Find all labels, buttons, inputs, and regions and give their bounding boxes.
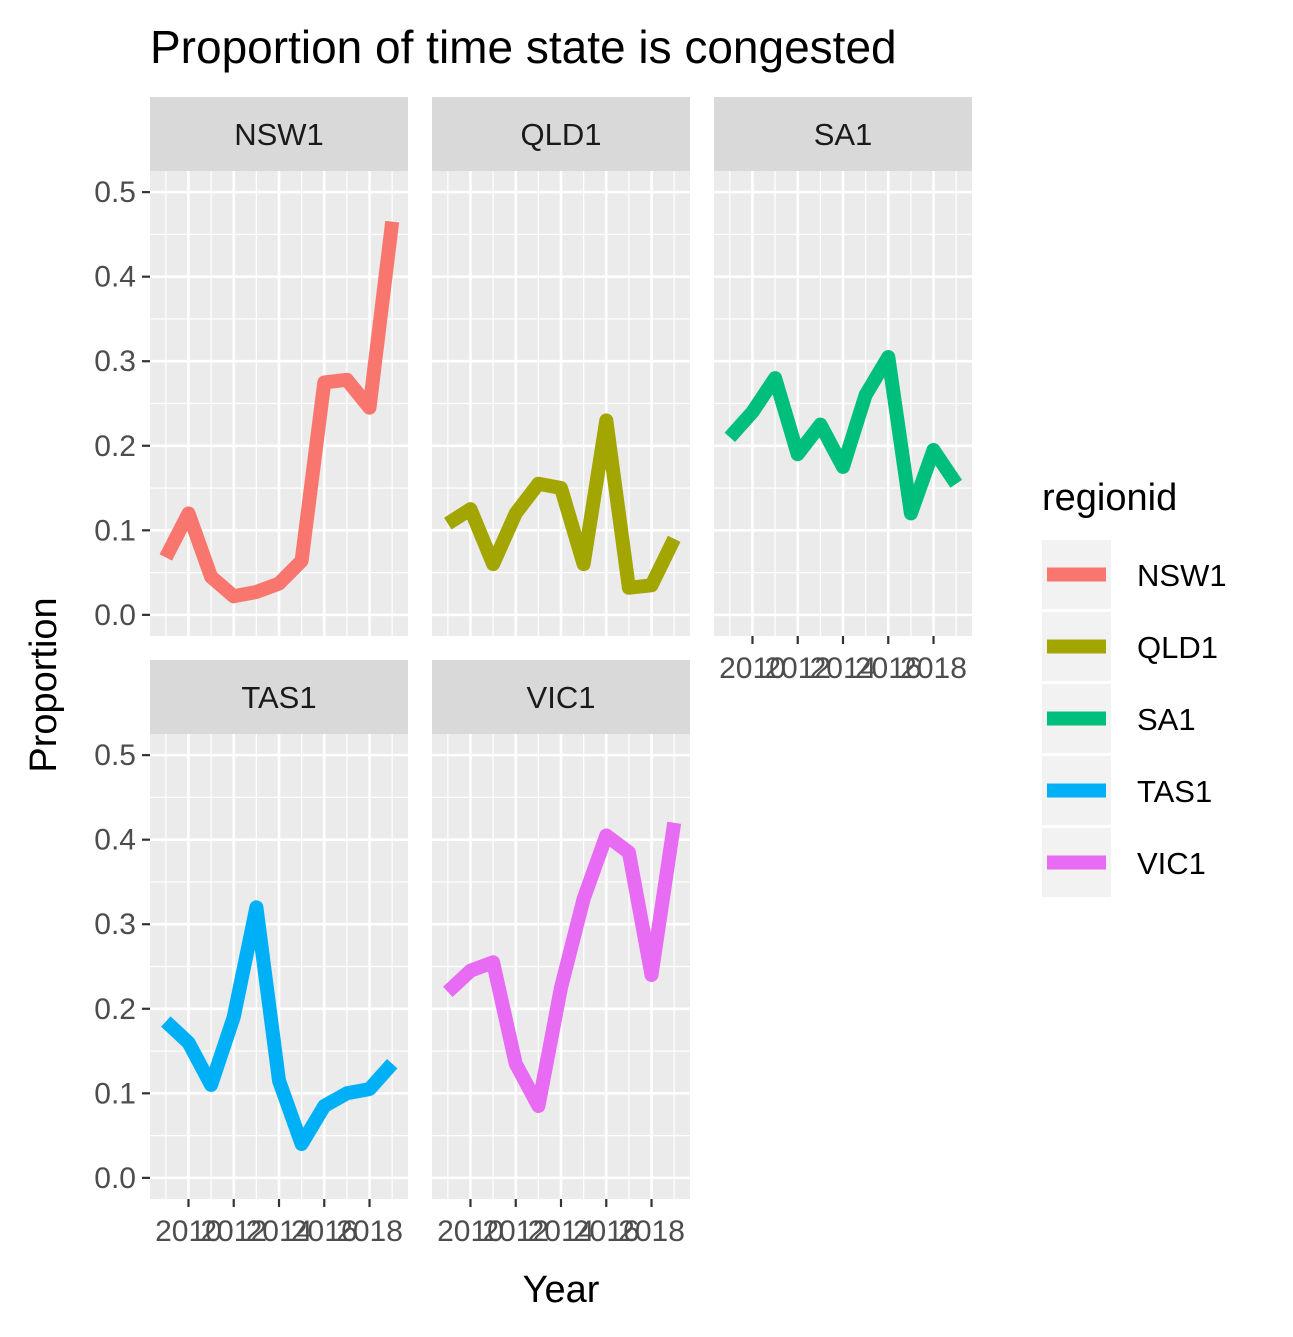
y-tick-label: 0.2 bbox=[94, 430, 136, 463]
legend-item-vic1: VIC1 bbox=[1042, 828, 1206, 897]
legend-label: NSW1 bbox=[1137, 558, 1227, 593]
y-tick-label: 0.1 bbox=[94, 514, 136, 547]
strip-qld1 bbox=[432, 97, 690, 171]
panel-nsw1: NSW1 0.0 0.1 0.2 0.3 0.4 0.5 bbox=[94, 97, 408, 636]
legend-label: QLD1 bbox=[1137, 630, 1218, 665]
strip-label-sa1: SA1 bbox=[814, 117, 873, 152]
legend-label: TAS1 bbox=[1137, 774, 1212, 809]
legend-item-sa1: SA1 bbox=[1042, 684, 1196, 753]
x-tick-label: 2014 bbox=[810, 652, 877, 685]
strip-tas1 bbox=[150, 660, 408, 734]
y-tick-label: 0.5 bbox=[94, 739, 136, 772]
x-tick-label: 2018 bbox=[618, 1215, 685, 1248]
y-tick-label: 0.4 bbox=[94, 824, 136, 857]
strip-vic1 bbox=[432, 660, 690, 734]
x-tick-label: 2012 bbox=[482, 1215, 549, 1248]
y-tick-label: 0.3 bbox=[94, 908, 136, 941]
chart-title: Proportion of time state is congested bbox=[150, 21, 897, 73]
y-tick-label: 0.0 bbox=[94, 599, 136, 632]
x-tick-label: 2016 bbox=[573, 1215, 640, 1248]
y-tick-label: 0.0 bbox=[94, 1162, 136, 1195]
panel-qld1: QLD1 bbox=[432, 97, 690, 636]
x-tick-label: 2014 bbox=[246, 1215, 313, 1248]
x-tick-label: 2012 bbox=[764, 652, 831, 685]
y-axis-title: Proportion bbox=[23, 597, 65, 772]
legend-item-qld1: QLD1 bbox=[1042, 612, 1218, 681]
x-tick-label: 2016 bbox=[855, 652, 922, 685]
y-tick-label: 0.5 bbox=[94, 176, 136, 209]
x-tick-label: 2010 bbox=[437, 1215, 504, 1248]
x-tick-label: 2010 bbox=[155, 1215, 222, 1248]
x-tick-label: 2018 bbox=[900, 652, 967, 685]
y-tick-label: 0.1 bbox=[94, 1077, 136, 1110]
series-line-tas1 bbox=[161, 900, 398, 1151]
legend-label: SA1 bbox=[1137, 702, 1196, 737]
strip-label-nsw1: NSW1 bbox=[234, 117, 324, 152]
y-tick-label: 0.3 bbox=[94, 345, 136, 378]
x-axis-title: Year bbox=[523, 1269, 600, 1311]
series-line-nsw1 bbox=[159, 220, 400, 604]
x-tick-label: 2016 bbox=[291, 1215, 358, 1248]
series-line-qld1 bbox=[444, 413, 681, 595]
legend: regionid NSW1 QLD1 SA1 TAS1 VIC1 bbox=[1042, 477, 1227, 897]
panel-tas1: TAS1 0.0 0.1 0.2 0.3 0.4 0.5 201020122014201620… bbox=[94, 660, 408, 1248]
x-tick-label: 2012 bbox=[200, 1215, 267, 1248]
series-line-vic1 bbox=[443, 821, 682, 1113]
strip-label-tas1: TAS1 bbox=[241, 680, 316, 715]
x-tick-label: 2014 bbox=[528, 1215, 595, 1248]
strip-label-qld1: QLD1 bbox=[521, 117, 602, 152]
strip-nsw1 bbox=[150, 97, 408, 171]
legend-title: regionid bbox=[1042, 477, 1177, 519]
legend-item-tas1: TAS1 bbox=[1042, 756, 1212, 825]
strip-label-vic1: VIC1 bbox=[527, 680, 596, 715]
y-tick-label: 0.4 bbox=[94, 261, 136, 294]
legend-label: VIC1 bbox=[1137, 846, 1206, 881]
strip-sa1 bbox=[714, 97, 972, 171]
y-tick-label: 0.2 bbox=[94, 993, 136, 1026]
series-line-sa1 bbox=[724, 350, 963, 521]
x-tick-label: 2010 bbox=[719, 652, 786, 685]
legend-item-nsw1: NSW1 bbox=[1042, 540, 1227, 609]
x-tick-label: 2018 bbox=[336, 1215, 403, 1248]
